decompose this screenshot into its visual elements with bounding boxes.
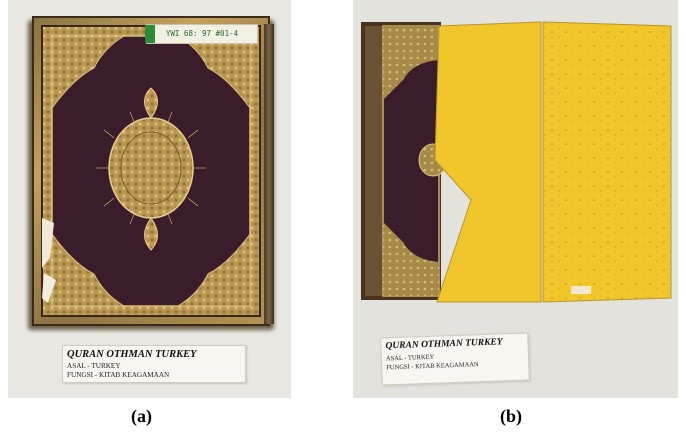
caption-card-a: QURAN OTHMAN TURKEY ASAL - TURKEY FUNGSI…: [62, 345, 246, 383]
sticker-tape: [145, 25, 155, 43]
book-spine: [264, 24, 274, 324]
accession-sticker: YWI 68: 97 #01-4: [145, 24, 258, 44]
photo-panel-a: YWI 68: 97 #01-4 QURAN OTHMAN TURKEY ASA…: [8, 0, 291, 398]
card-origin-line: ASAL - TURKEY: [67, 362, 121, 370]
card-function-line: FUNGSI - KITAB KEAGAMAAN: [386, 361, 479, 372]
subfigure-label-b: (b): [500, 406, 522, 426]
card-title: QURAN OTHMAN TURKEY: [385, 337, 503, 352]
card-origin-line: ASAL - TURKEY: [385, 353, 435, 363]
photo-panel-b: QURAN OTHMAN TURKEY ASAL - TURKEY FUNGSI…: [353, 0, 678, 398]
card-function-line: FUNGSI - KITAB KEAGAMAAN: [67, 371, 170, 379]
caption-card-b: QURAN OTHMAN TURKEY ASAL - TURKEY FUNGSI…: [380, 332, 530, 386]
subfigure-label-a: (a): [131, 406, 152, 426]
opened-quran: [361, 21, 672, 303]
quran-book-cover: YWI 68: 97 #01-4: [32, 16, 274, 326]
card-title: QURAN OTHMAN TURKEY: [67, 349, 197, 360]
accession-number: YWI 68: 97 #01-4: [165, 29, 239, 38]
cover-ornament: [41, 25, 261, 317]
